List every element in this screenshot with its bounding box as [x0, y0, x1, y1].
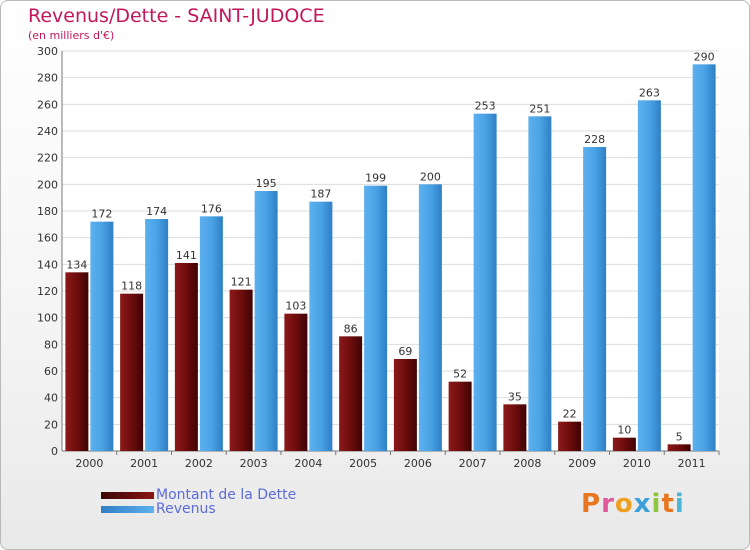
bar-revenus	[309, 201, 333, 451]
data-label-dette: 5	[676, 430, 683, 443]
bar-dette	[120, 293, 144, 451]
data-label-revenus: 174	[146, 205, 167, 218]
bar-dette	[174, 263, 198, 451]
data-label-revenus: 253	[475, 100, 496, 113]
data-label-dette: 86	[344, 322, 358, 335]
bar-dette	[558, 421, 582, 451]
bar-revenus	[637, 100, 661, 451]
bar-dette	[284, 313, 308, 451]
plot-area	[62, 51, 719, 451]
data-label-dette: 141	[176, 249, 197, 262]
data-label-revenus: 195	[256, 177, 277, 190]
bar-dette	[339, 336, 363, 451]
x-tick-label: 2002	[185, 457, 213, 470]
data-label-revenus: 263	[639, 86, 660, 99]
data-label-dette: 52	[453, 368, 467, 381]
bar-dette	[612, 437, 636, 451]
data-label-revenus: 187	[310, 188, 331, 201]
x-tick-label: 2008	[513, 457, 541, 470]
legend-item-revenus: Revenus	[101, 501, 216, 517]
bar-revenus	[418, 184, 442, 452]
proxiti-logo: Proxiti	[581, 489, 685, 519]
bar-dette	[393, 359, 417, 451]
y-tick-label: 260	[37, 98, 58, 111]
bar-dette	[503, 404, 527, 451]
chart-subtitle: (en milliers d'€)	[28, 29, 115, 42]
legend-label-revenus: Revenus	[156, 501, 216, 517]
logo-letter: r	[601, 489, 615, 519]
data-label-dette: 118	[121, 280, 142, 293]
chart-title: Revenus/Dette - SAINT-JUDOCE	[28, 5, 325, 27]
data-label-revenus: 199	[365, 172, 386, 185]
y-tick-label: 80	[44, 338, 58, 351]
data-label-revenus: 251	[529, 102, 550, 115]
bar-dette	[229, 289, 253, 451]
legend-swatch-dette	[101, 491, 154, 499]
x-tick-label: 2009	[568, 457, 596, 470]
logo-letter: i	[674, 489, 685, 519]
y-tick-label: 180	[37, 205, 58, 218]
x-tick-label: 2005	[349, 457, 377, 470]
data-label-dette: 134	[66, 258, 87, 271]
y-tick-label: 220	[37, 152, 58, 165]
legend-swatch-revenus	[101, 505, 154, 513]
bar-revenus	[583, 147, 607, 451]
data-label-revenus: 228	[584, 133, 605, 146]
logo-letter: o	[614, 489, 634, 519]
y-tick-label: 280	[37, 72, 58, 85]
bar-revenus	[473, 113, 497, 452]
bar-revenus	[90, 221, 114, 451]
x-tick-label: 2007	[459, 457, 487, 470]
logo-letter: P	[581, 489, 602, 519]
data-label-dette: 103	[285, 300, 306, 313]
x-tick-label: 2001	[130, 457, 158, 470]
x-tick-label: 2004	[294, 457, 322, 470]
data-label-dette: 69	[398, 345, 412, 358]
x-tick-label: 2006	[404, 457, 432, 470]
data-label-revenus: 172	[91, 208, 112, 221]
y-tick-label: 120	[37, 285, 58, 298]
y-tick-label: 0	[51, 445, 58, 458]
y-tick-label: 40	[44, 392, 58, 405]
x-tick-label: 2000	[75, 457, 103, 470]
data-label-dette: 121	[231, 276, 252, 289]
legend-item-dette: Montant de la Dette	[101, 487, 296, 503]
bar-revenus	[528, 116, 552, 451]
data-label-revenus: 290	[694, 50, 715, 63]
data-label-revenus: 176	[201, 202, 222, 215]
x-tick-label: 2003	[240, 457, 268, 470]
data-label-dette: 22	[563, 408, 577, 421]
y-tick-label: 300	[37, 45, 58, 58]
x-tick-label: 2011	[678, 457, 706, 470]
data-label-revenus: 200	[420, 170, 441, 183]
logo-letter: t	[661, 489, 675, 519]
bar-dette	[448, 381, 472, 451]
logo-letter: i	[651, 489, 662, 519]
bar-revenus	[364, 185, 388, 451]
y-tick-label: 160	[37, 232, 58, 245]
y-tick-label: 60	[44, 365, 58, 378]
data-label-dette: 35	[508, 390, 522, 403]
x-tick-label: 2010	[623, 457, 651, 470]
bar-dette	[667, 444, 691, 451]
y-tick-label: 20	[44, 418, 58, 431]
y-tick-label: 100	[37, 312, 58, 325]
legend-label-dette: Montant de la Dette	[156, 487, 297, 503]
data-label-dette: 10	[617, 424, 631, 437]
bar-dette	[65, 272, 89, 451]
y-tick-label: 240	[37, 125, 58, 138]
y-tick-label: 140	[37, 258, 58, 271]
bar-revenus	[145, 219, 169, 451]
logo-letter: x	[633, 489, 652, 519]
y-tick-label: 200	[37, 178, 58, 191]
bar-revenus	[199, 216, 223, 451]
bar-revenus	[692, 64, 716, 452]
bar-revenus	[254, 191, 278, 451]
